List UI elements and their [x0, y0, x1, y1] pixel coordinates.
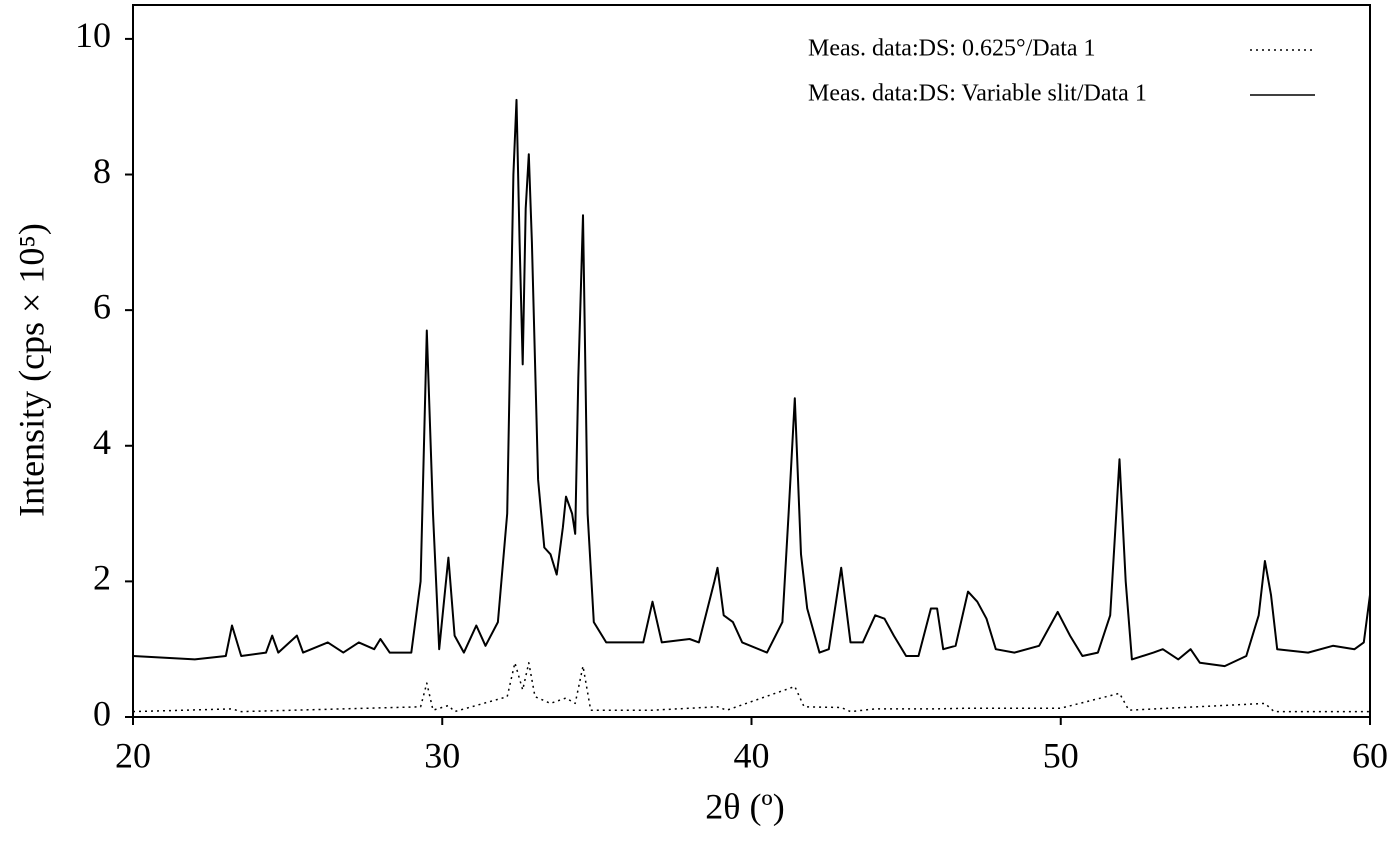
legend-label: Meas. data:DS: 0.625°/Data 1: [808, 36, 1096, 62]
plot-frame: [132, 4, 1371, 718]
x-tick-label: 30: [424, 735, 460, 775]
y-tick-label: 2: [93, 558, 111, 598]
x-tick-label: 20: [115, 735, 151, 775]
x-tick-label: 60: [1352, 735, 1388, 775]
y-tick-label: 4: [93, 422, 111, 462]
legend-label: Meas. data:DS: Variable slit/Data 1: [808, 81, 1147, 107]
series-line: [132, 662, 1370, 713]
x-axis-label: 2θ (º): [705, 786, 784, 826]
series-line: [132, 98, 1371, 668]
y-tick-label: 8: [93, 151, 111, 191]
y-tick-label: 0: [93, 693, 111, 733]
x-tick-label: 40: [734, 735, 770, 775]
y-tick-label: 6: [93, 286, 111, 326]
y-axis-label: Intensity (cps × 10⁵): [11, 223, 51, 517]
x-tick-label: 50: [1043, 735, 1079, 775]
y-tick-label: 10: [75, 15, 111, 55]
